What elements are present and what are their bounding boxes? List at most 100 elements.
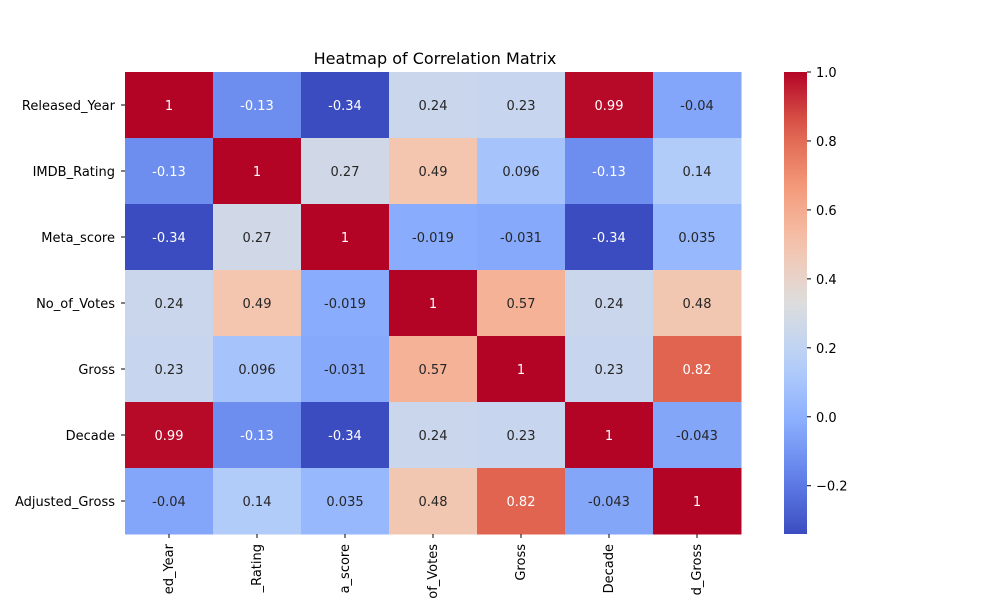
heatmap-cell — [477, 336, 566, 403]
row-tick-label: Adjusted_Gross — [15, 495, 115, 510]
cell-value-label: 0.23 — [507, 99, 536, 114]
cell-value-label: -0.13 — [240, 429, 274, 444]
cell-value-label: -0.043 — [588, 495, 630, 510]
cell-value-label: 0.49 — [243, 297, 272, 312]
cell-value-label: 0.24 — [419, 429, 448, 444]
heatmap-cell — [477, 72, 566, 139]
heatmap-cell — [565, 336, 654, 403]
cell-value-label: 1 — [165, 99, 173, 114]
cell-value-label: 0.57 — [507, 297, 536, 312]
heatmap-cell — [653, 402, 742, 469]
colorbar-tick-label: 0.8 — [816, 135, 837, 150]
cell-value-label: 0.14 — [683, 165, 712, 180]
heatmap-cell — [125, 402, 214, 469]
column-tick-label: a_score — [338, 544, 353, 593]
heatmap-cells: 1 -0.13 -0.34 0.24 0.23 0.99 -0.04 -0.13 1 0.27 0.… — [125, 72, 742, 535]
heatmap-cell — [213, 204, 302, 271]
heatmap-cell — [389, 204, 478, 271]
cell-value-label: 0.096 — [238, 363, 275, 378]
colorbar: 1.0 0.8 0.6 0.4 0.2 0.0 −0.2 — [784, 66, 848, 534]
cell-value-label: 0.096 — [502, 165, 539, 180]
heatmap-cell — [301, 72, 390, 139]
row-tick-label: Meta_score — [41, 231, 115, 246]
heatmap-cell — [477, 138, 566, 205]
heatmap-cell — [653, 204, 742, 271]
cell-value-label: 0.23 — [507, 429, 536, 444]
row-tick-label: IMDB_Rating — [33, 165, 115, 180]
heatmap-cell — [301, 204, 390, 271]
heatmap-cell — [213, 72, 302, 139]
heatmap-cell — [389, 336, 478, 403]
heatmap-cell — [477, 402, 566, 469]
cell-value-label: 0.24 — [419, 99, 448, 114]
heatmap-cell — [125, 138, 214, 205]
heatmap-cell — [301, 138, 390, 205]
heatmap-cell — [565, 138, 654, 205]
colorbar-tick-label: 0.0 — [816, 411, 837, 426]
heatmap-cell — [477, 468, 566, 535]
cell-value-label: 0.27 — [331, 165, 360, 180]
heatmap-cell — [653, 138, 742, 205]
colorbar-tick-label: 0.4 — [816, 273, 837, 288]
cell-value-label: 0.23 — [155, 363, 184, 378]
heatmap-cell — [477, 204, 566, 271]
heatmap-cell — [213, 468, 302, 535]
cell-value-label: 0.82 — [683, 363, 712, 378]
cell-value-label: 1 — [693, 495, 701, 510]
cell-value-label: 0.24 — [595, 297, 624, 312]
heatmap-cell — [125, 72, 214, 139]
colorbar-tick-label: −0.2 — [816, 480, 848, 495]
cell-value-label: 0.035 — [678, 231, 715, 246]
heatmap-cell — [125, 204, 214, 271]
cell-value-label: 0.14 — [243, 495, 272, 510]
heatmap-cell — [477, 270, 566, 337]
heatmap-cell — [389, 138, 478, 205]
cell-value-label: 0.49 — [419, 165, 448, 180]
row-tick-label: Decade — [66, 429, 115, 444]
heatmap-cell — [301, 270, 390, 337]
row-tick-label: Gross — [78, 363, 115, 378]
cell-value-label: 1 — [341, 231, 349, 246]
cell-value-label: -0.34 — [328, 429, 362, 444]
heatmap-cell — [389, 468, 478, 535]
cell-value-label: -0.34 — [328, 99, 362, 114]
cell-value-label: 0.48 — [419, 495, 448, 510]
heatmap-cell — [653, 468, 742, 535]
cell-value-label: -0.34 — [592, 231, 626, 246]
heatmap-cell — [213, 336, 302, 403]
column-tick-label: of_Votes — [426, 544, 441, 599]
heatmap-cell — [125, 336, 214, 403]
heatmap-cell — [301, 468, 390, 535]
heatmap-cell — [565, 204, 654, 271]
cell-value-label: -0.34 — [152, 231, 186, 246]
cell-value-label: -0.04 — [152, 495, 186, 510]
heatmap-cell — [125, 468, 214, 535]
cell-value-label: 1 — [429, 297, 437, 312]
cell-value-label: -0.031 — [324, 363, 366, 378]
cell-value-label: 1 — [253, 165, 261, 180]
cell-value-label: 0.24 — [155, 297, 184, 312]
cell-value-label: 0.035 — [326, 495, 363, 510]
heatmap-cell — [125, 270, 214, 337]
cell-value-label: 1 — [517, 363, 525, 378]
heatmap-cell — [389, 270, 478, 337]
cell-value-label: 0.48 — [683, 297, 712, 312]
cell-value-label: -0.043 — [676, 429, 718, 444]
heatmap-cell — [389, 402, 478, 469]
cell-value-label: 0.57 — [419, 363, 448, 378]
cell-value-label: 1 — [605, 429, 613, 444]
heatmap-cell — [653, 72, 742, 139]
column-tick-label: d_Gross — [690, 544, 705, 596]
cell-value-label: 0.82 — [507, 495, 536, 510]
heatmap-cell — [565, 270, 654, 337]
cell-value-label: -0.13 — [152, 165, 186, 180]
cell-value-label: -0.04 — [680, 99, 714, 114]
row-tick-labels: Released_Year IMDB_Rating Meta_score No_of_… — [15, 99, 125, 510]
heatmap-cell — [301, 336, 390, 403]
colorbar-tick-label: 0.2 — [816, 342, 837, 357]
colorbar-tick-label: 1.0 — [816, 66, 837, 81]
cell-value-label: 0.99 — [595, 99, 624, 114]
colorbar-tick-label: 0.6 — [816, 204, 837, 219]
